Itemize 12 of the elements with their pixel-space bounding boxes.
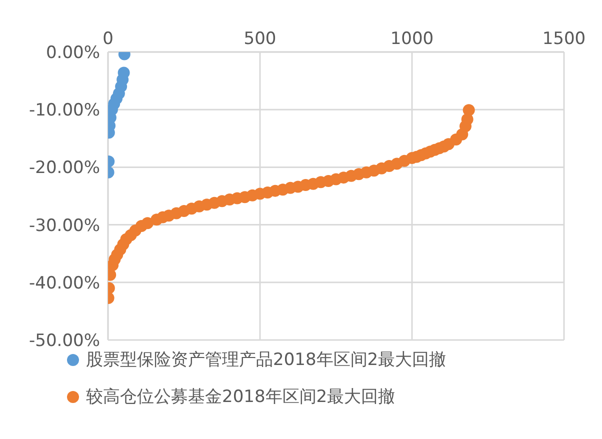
legend-label: 股票型保险资产管理产品2018年区间2最大回撤 — [86, 349, 446, 371]
y-tick-label: -40.00% — [29, 273, 100, 294]
y-tick-label: 0.00% — [46, 43, 100, 64]
x-tick-label: 1000 — [390, 29, 434, 49]
y-tick-label: -50.00% — [29, 331, 100, 352]
y-tick-label: -10.00% — [29, 100, 100, 121]
x-tick-label: 0 — [102, 29, 114, 49]
x-tick-label: 500 — [244, 29, 276, 49]
x-tick-label: 1500 — [542, 29, 586, 49]
legend-label: 较高仓位公募基金2018年区间2最大回撤 — [86, 386, 396, 408]
y-tick-label: -30.00% — [29, 216, 100, 236]
y-tick-label: -20.00% — [29, 158, 100, 178]
